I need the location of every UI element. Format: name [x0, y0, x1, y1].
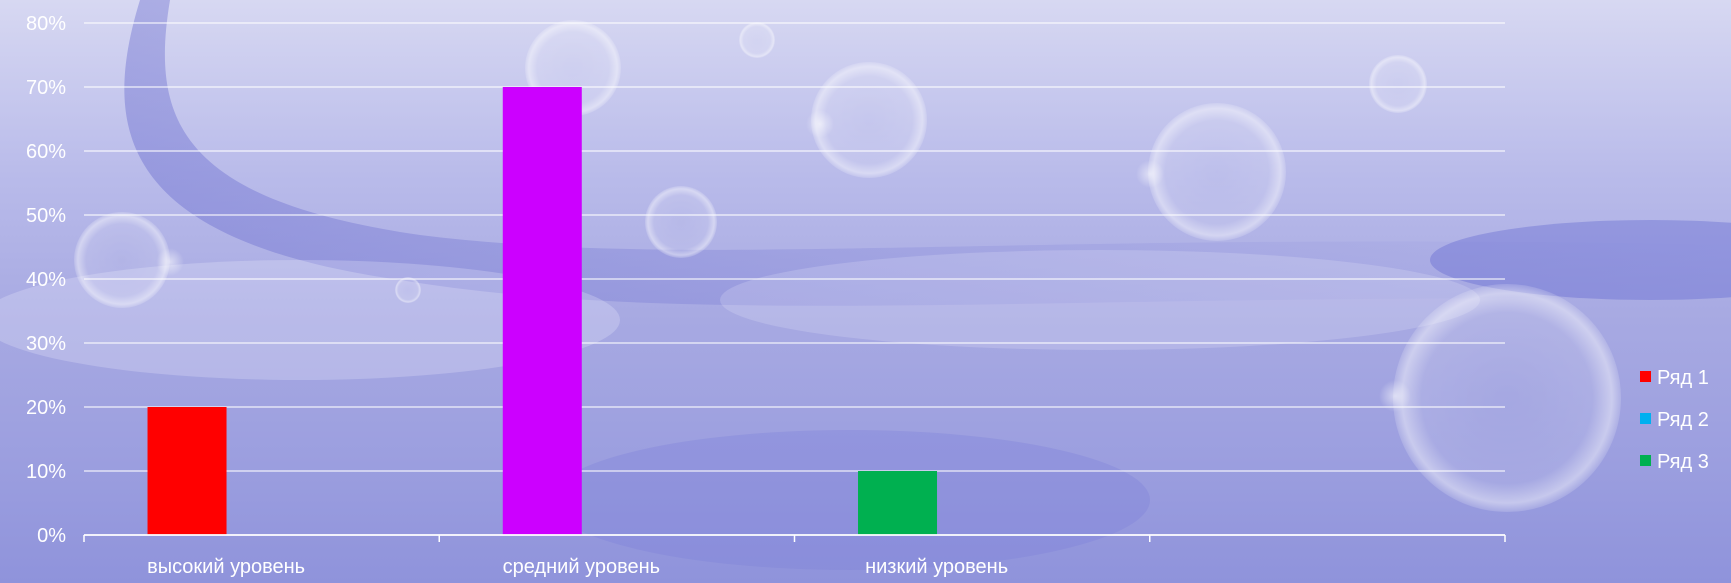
y-axis-ticks: 0% 10% 20% 30% 40% 50% 60% 70% 80%: [26, 13, 66, 547]
y-tick-label: 10%: [26, 461, 66, 483]
legend-swatch: [1640, 413, 1651, 424]
legend-swatch: [1640, 455, 1651, 466]
x-axis: [83, 534, 1506, 542]
y-tick-label: 80%: [26, 13, 66, 35]
y-tick-label: 70%: [26, 77, 66, 99]
legend: Ряд 1 Ряд 2 Ряд 3: [1640, 367, 1709, 473]
legend-label: Ряд 3: [1657, 451, 1709, 473]
bars: [147, 87, 938, 535]
y-tick-label: 30%: [26, 333, 66, 355]
legend-label: Ряд 1: [1657, 367, 1709, 389]
x-category-label: средний уровень: [503, 556, 660, 578]
legend-label: Ряд 2: [1657, 409, 1709, 431]
y-tick-label: 0%: [37, 525, 66, 547]
x-axis-categories: высокий уровень средний уровень низкий уро…: [147, 556, 1008, 578]
x-category-label: высокий уровень: [147, 556, 305, 578]
y-tick-label: 20%: [26, 397, 66, 419]
x-category-label: низкий уровень: [865, 556, 1008, 578]
bar: [502, 87, 582, 535]
legend-swatch: [1640, 371, 1651, 382]
y-tick-label: 60%: [26, 141, 66, 163]
y-tick-label: 50%: [26, 205, 66, 227]
bar: [858, 471, 938, 535]
y-tick-label: 40%: [26, 269, 66, 291]
bar: [147, 407, 227, 535]
gridlines: [84, 22, 1505, 472]
